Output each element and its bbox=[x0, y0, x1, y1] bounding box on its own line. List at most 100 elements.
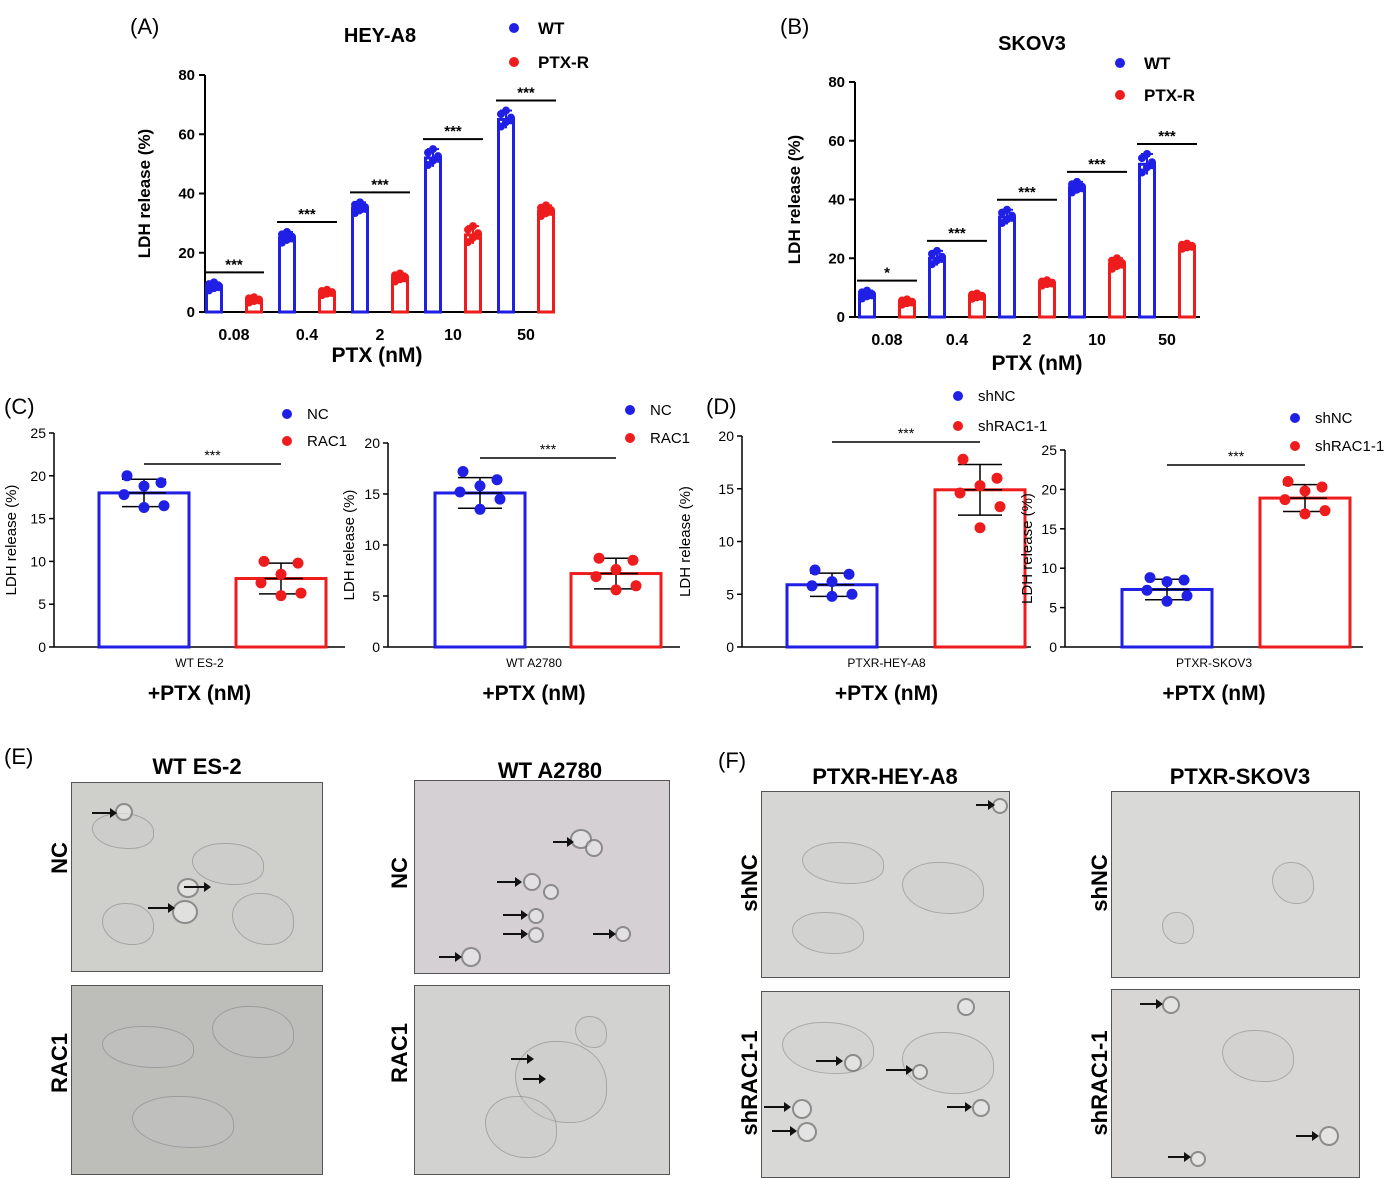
data-point bbox=[843, 568, 855, 580]
y-tick-label: 5 bbox=[372, 588, 380, 604]
data-point bbox=[933, 246, 941, 255]
data-point bbox=[547, 207, 555, 216]
micrograph-a2780-nc bbox=[414, 780, 670, 974]
bar-ptx-r bbox=[1178, 245, 1196, 319]
data-point bbox=[356, 198, 364, 207]
x-category-label: WT A2780 bbox=[506, 656, 562, 670]
micro-row-label-shrac1-f2: shRAC1-1 bbox=[1087, 1030, 1112, 1136]
bar-shrac1-1 bbox=[933, 488, 1027, 649]
y-tick-label: 40 bbox=[178, 186, 195, 203]
data-point bbox=[292, 557, 304, 569]
panel-label-d: (D) bbox=[706, 394, 737, 419]
data-point bbox=[863, 286, 871, 295]
x-tick-label: 0.4 bbox=[946, 332, 968, 349]
y-tick-label: 15 bbox=[30, 511, 46, 527]
legend-label-shnc: shNC bbox=[1315, 410, 1353, 427]
micro-row-label-nc-e1: NC bbox=[47, 842, 72, 874]
data-point bbox=[826, 590, 838, 602]
data-point bbox=[121, 470, 133, 482]
data-point bbox=[938, 254, 946, 263]
data-point bbox=[590, 571, 602, 583]
x-tick-label: 2 bbox=[1023, 332, 1032, 349]
data-point bbox=[1143, 149, 1151, 158]
x-tick-label: 0.08 bbox=[218, 327, 249, 344]
chart-d-ptxr-skov3: 0 5 10 15 20 25 LDH release (%) PTXR-SKOV3 +PTX … bbox=[1019, 410, 1384, 705]
data-point bbox=[846, 588, 858, 600]
bar-rac1 bbox=[569, 572, 663, 649]
significance-label: *** bbox=[1228, 448, 1245, 464]
significance-label: *** bbox=[948, 225, 966, 242]
y-tick-label: 5 bbox=[1049, 600, 1057, 616]
significance-label: *** bbox=[1018, 184, 1036, 201]
legend-marker-ptx-r bbox=[509, 57, 519, 67]
data-point bbox=[288, 234, 296, 243]
legend-label-shnc: shNC bbox=[978, 388, 1016, 405]
significance-label: *** bbox=[204, 447, 221, 463]
data-point bbox=[974, 480, 986, 492]
data-point bbox=[1138, 168, 1146, 177]
data-point bbox=[826, 576, 838, 588]
legend-marker-shrac1-1 bbox=[953, 421, 963, 431]
data-point bbox=[1141, 584, 1153, 596]
x-tick-label: 0.4 bbox=[296, 327, 318, 344]
data-point bbox=[255, 296, 263, 305]
data-point bbox=[491, 474, 503, 486]
data-point bbox=[507, 116, 515, 125]
micro-row-label-rac1-e1: RAC1 bbox=[47, 1033, 72, 1093]
data-point bbox=[328, 289, 336, 298]
data-point bbox=[610, 563, 622, 575]
micrograph-hey-a8-shnc bbox=[761, 791, 1010, 978]
x-axis-label: +PTX (nM) bbox=[482, 682, 585, 705]
data-point bbox=[1073, 177, 1081, 186]
x-tick-label: 50 bbox=[517, 327, 535, 344]
legend-marker-ptx-r bbox=[1115, 90, 1125, 100]
legend-marker-shrac1-1 bbox=[1290, 441, 1300, 451]
panel-label-e: (E) bbox=[4, 744, 34, 769]
legend-label-wt: WT bbox=[1144, 54, 1171, 73]
data-point bbox=[469, 222, 477, 231]
chart-c-wt-es2: 0 5 10 15 20 25 LDH release (%) WT ES-2 +PTX (nM… bbox=[3, 406, 347, 705]
significance-label: *** bbox=[1088, 156, 1106, 173]
legend-label-rac1: RAC1 bbox=[650, 430, 690, 447]
y-tick-label: 15 bbox=[718, 481, 734, 497]
micrograph-skov3-shnc bbox=[1111, 791, 1360, 978]
data-point bbox=[434, 154, 442, 163]
legend-label-ptx-r: PTX-R bbox=[1144, 86, 1195, 105]
x-axis-label: PTX (nM) bbox=[992, 352, 1083, 375]
x-tick-label: 10 bbox=[444, 327, 462, 344]
y-tick-label: 5 bbox=[38, 596, 46, 612]
data-point bbox=[361, 204, 369, 213]
micro-title-ptxr-hey-a8: PTXR-HEY-A8 bbox=[812, 764, 958, 789]
data-point bbox=[275, 590, 287, 602]
micro-row-label-rac1-e2: RAC1 bbox=[387, 1023, 412, 1083]
legend-marker-shnc bbox=[1290, 413, 1300, 423]
bar-wt bbox=[1068, 186, 1086, 319]
micro-row-label-nc-e2: NC bbox=[387, 857, 412, 889]
data-point bbox=[138, 501, 150, 513]
data-point bbox=[1144, 572, 1156, 584]
y-tick-label: 25 bbox=[1041, 442, 1057, 458]
data-point bbox=[1188, 242, 1196, 251]
y-tick-label: 10 bbox=[1041, 560, 1057, 576]
data-point bbox=[978, 292, 986, 301]
legend-label-wt: WT bbox=[538, 19, 565, 38]
data-point bbox=[809, 564, 821, 576]
data-point bbox=[1279, 494, 1291, 506]
data-point bbox=[954, 487, 966, 499]
data-point bbox=[158, 500, 170, 512]
y-axis-label: LDH release (%) bbox=[1019, 493, 1036, 604]
data-point bbox=[806, 580, 818, 592]
x-tick-label: 2 bbox=[376, 327, 385, 344]
data-point bbox=[542, 201, 550, 210]
y-tick-label: 15 bbox=[1041, 521, 1057, 537]
y-tick-label: 20 bbox=[364, 435, 380, 451]
data-point bbox=[283, 228, 291, 237]
data-point bbox=[610, 584, 622, 596]
legend-label-shrac1-1: shRAC1-1 bbox=[978, 418, 1047, 435]
data-point bbox=[957, 453, 969, 465]
chart-d-ptxr-hey-a8: 0 5 10 15 20 LDH release (%) PTXR-HEY-A8 +PTX (… bbox=[677, 388, 1047, 705]
x-tick-label: 0.08 bbox=[871, 332, 902, 349]
legend-marker-nc bbox=[625, 405, 635, 415]
y-tick-label: 0 bbox=[187, 304, 195, 321]
data-point bbox=[474, 480, 486, 492]
